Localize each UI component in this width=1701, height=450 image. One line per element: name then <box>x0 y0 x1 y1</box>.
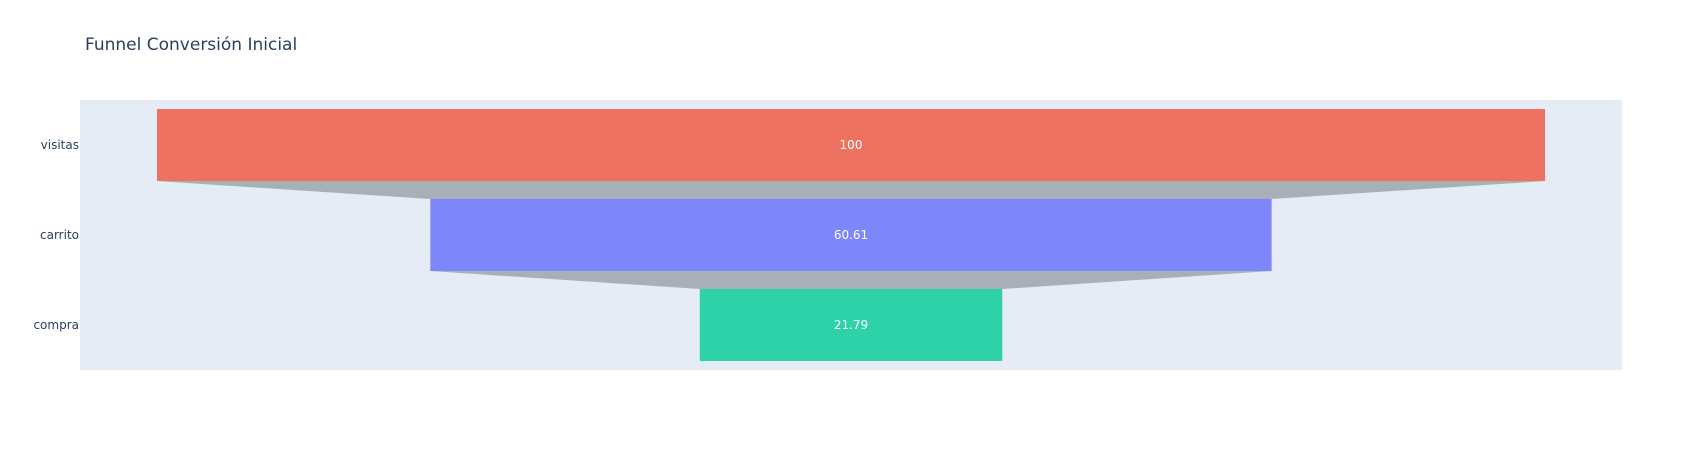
chart-title: Funnel Conversión Inicial <box>85 35 297 55</box>
value-labels: 100 60.61 21.79 <box>834 138 868 332</box>
value-label: 100 <box>840 138 863 152</box>
category-label: carrito <box>40 228 79 242</box>
funnel-connector <box>430 271 1272 289</box>
funnel-bars <box>157 109 1545 361</box>
value-label: 21.79 <box>834 318 868 332</box>
category-label: visitas <box>41 138 79 152</box>
category-labels: visitas carrito compra <box>33 138 79 332</box>
funnel-bar-compra <box>699 289 1003 361</box>
funnel-connector <box>157 181 1545 199</box>
funnel-connectors <box>157 181 1545 289</box>
funnel-bar-visitas <box>157 109 1545 181</box>
category-label: compra <box>33 318 79 332</box>
value-label: 60.61 <box>834 228 868 242</box>
funnel-bar-carrito <box>430 199 1272 271</box>
